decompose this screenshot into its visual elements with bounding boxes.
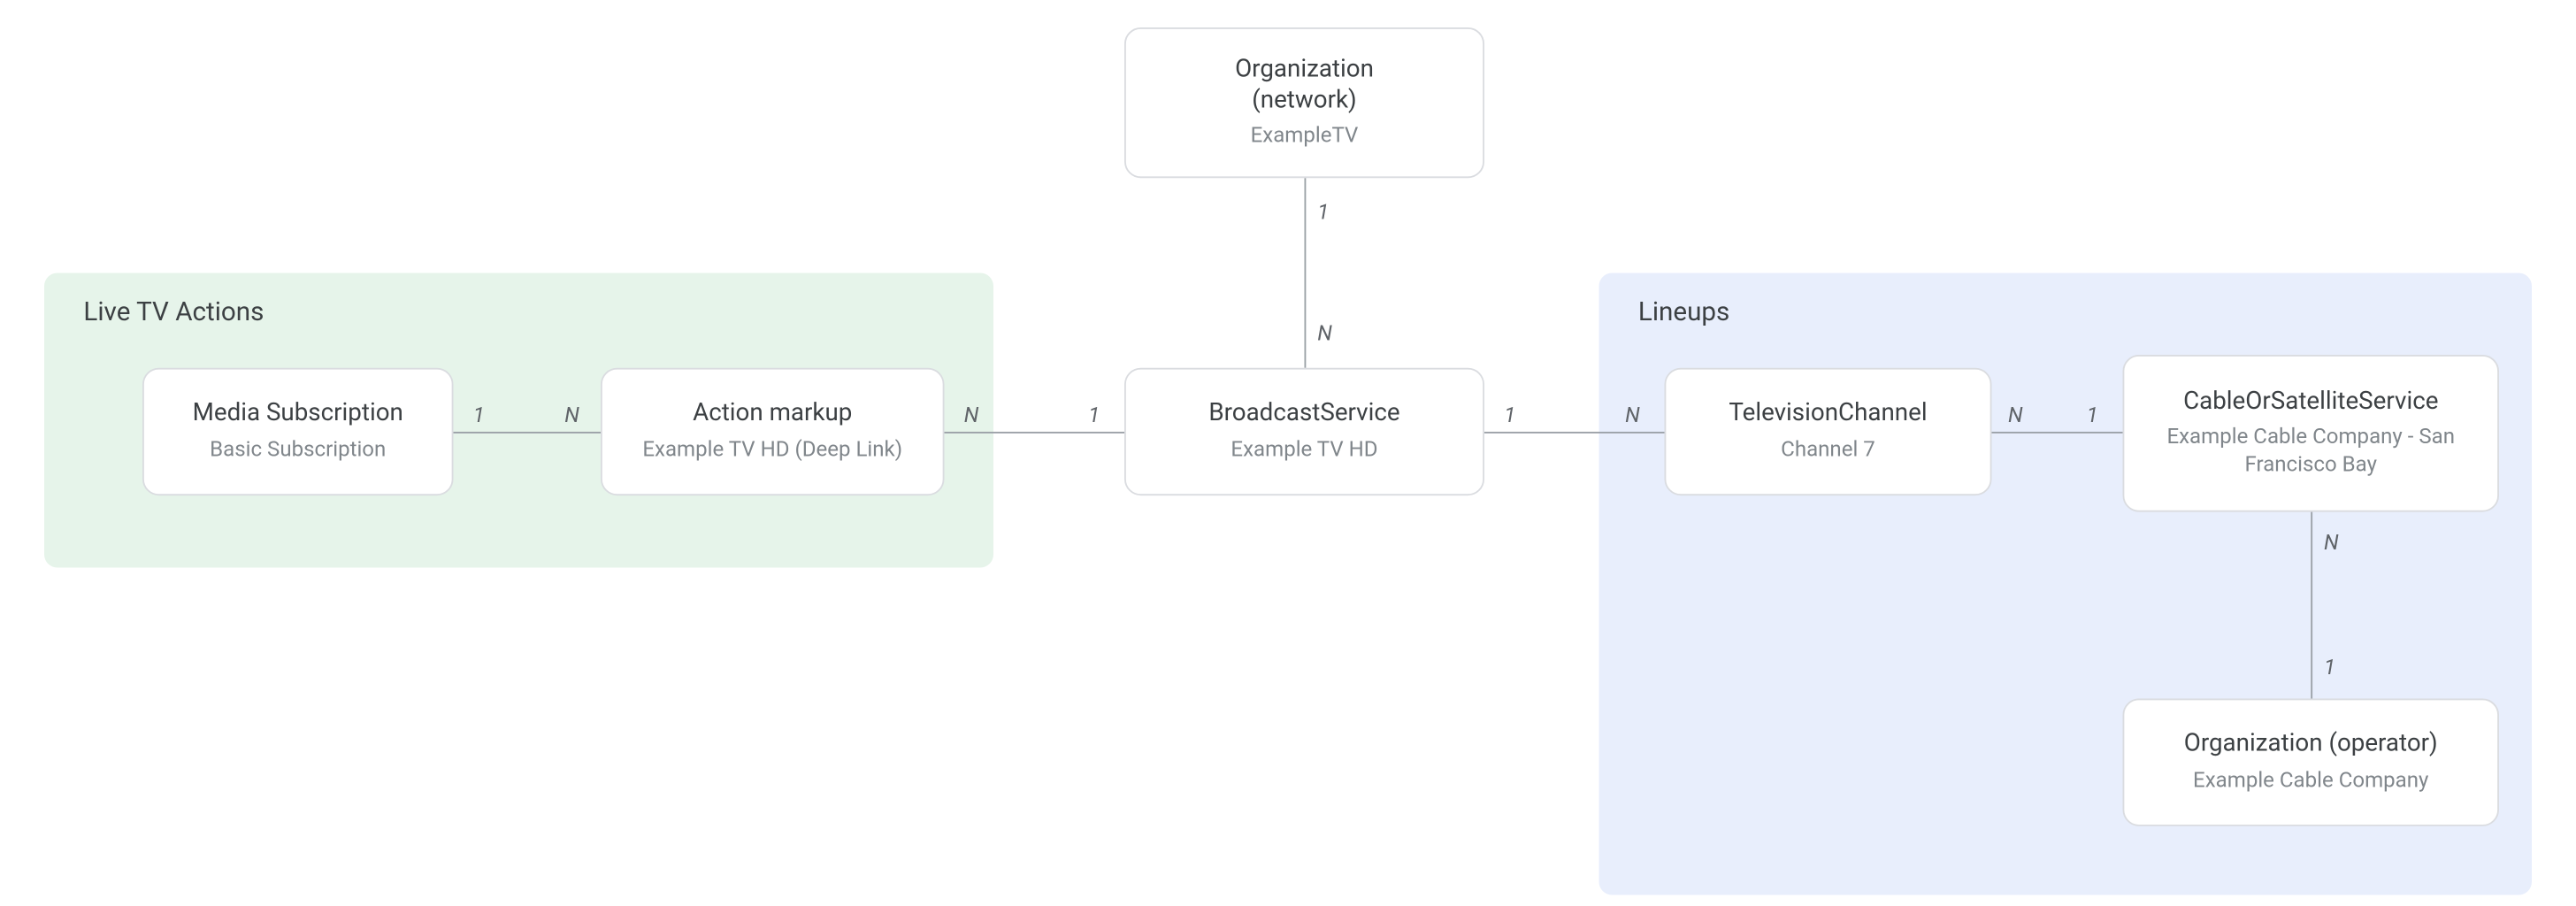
node-media-sub: Media Subscription Basic Subscription	[142, 368, 454, 495]
entity-relationship-diagram: Live TV Actions Lineups 1 N 1 N N 1 1 N N 1 N 1 Organi…	[12, 12, 2564, 895]
cardinality-label: 1	[1317, 201, 1329, 226]
edge-e-cable-operator	[2311, 512, 2312, 699]
node-cable-sat: CableOrSatelliteService Example Cable Com…	[2123, 355, 2500, 512]
node-subtitle: Example TV HD	[1230, 438, 1377, 465]
node-subtitle: Example TV HD (Deep Link)	[642, 438, 902, 465]
cardinality-label: 1	[1088, 404, 1100, 429]
cardinality-label: N	[1317, 322, 1332, 347]
node-title: Organization (operator)	[2184, 728, 2438, 759]
node-tv-channel: TelevisionChannel Channel 7	[1665, 368, 1992, 495]
edge-e-channel-cable	[1992, 432, 2123, 434]
cardinality-label: N	[2324, 532, 2339, 557]
node-title: CableOrSatelliteService	[2183, 386, 2438, 417]
node-title: Organization(network)	[1235, 53, 1374, 114]
edge-e-action-broadcast	[945, 432, 1125, 434]
region-label: Lineups	[1638, 296, 1729, 326]
node-broadcast: BroadcastService Example TV HD	[1124, 368, 1484, 495]
node-title: Media Subscription	[193, 397, 403, 428]
node-subtitle: Example Cable Company - San Francisco Ba…	[2147, 426, 2474, 480]
node-action-markup: Action markup Example TV HD (Deep Link)	[601, 368, 945, 495]
cardinality-label: N	[964, 404, 979, 429]
cardinality-label: 1	[1504, 404, 1515, 429]
node-org-operator: Organization (operator) Example Cable Com…	[2123, 699, 2500, 826]
edge-e-mediasub-action	[454, 432, 602, 434]
node-subtitle: Basic Subscription	[210, 438, 386, 465]
node-title: BroadcastService	[1208, 397, 1399, 428]
cardinality-label: N	[564, 404, 579, 429]
node-subtitle: ExampleTV	[1251, 125, 1359, 152]
node-subtitle: Example Cable Company	[2193, 769, 2428, 796]
cardinality-label: N	[1625, 404, 1640, 429]
node-subtitle: Channel 7	[1781, 438, 1875, 465]
node-title: TelevisionChannel	[1729, 397, 1927, 428]
cardinality-label: 1	[473, 404, 485, 429]
node-org-network: Organization(network) ExampleTV	[1124, 27, 1484, 178]
cardinality-label: 1	[2087, 404, 2098, 429]
node-title: Action markup	[693, 397, 852, 428]
edge-e-broadcast-channel	[1484, 432, 1665, 434]
cardinality-label: N	[2008, 404, 2023, 429]
region-label: Live TV Actions	[83, 296, 264, 326]
edge-e-org-broadcast	[1305, 178, 1307, 368]
cardinality-label: 1	[2324, 656, 2335, 680]
